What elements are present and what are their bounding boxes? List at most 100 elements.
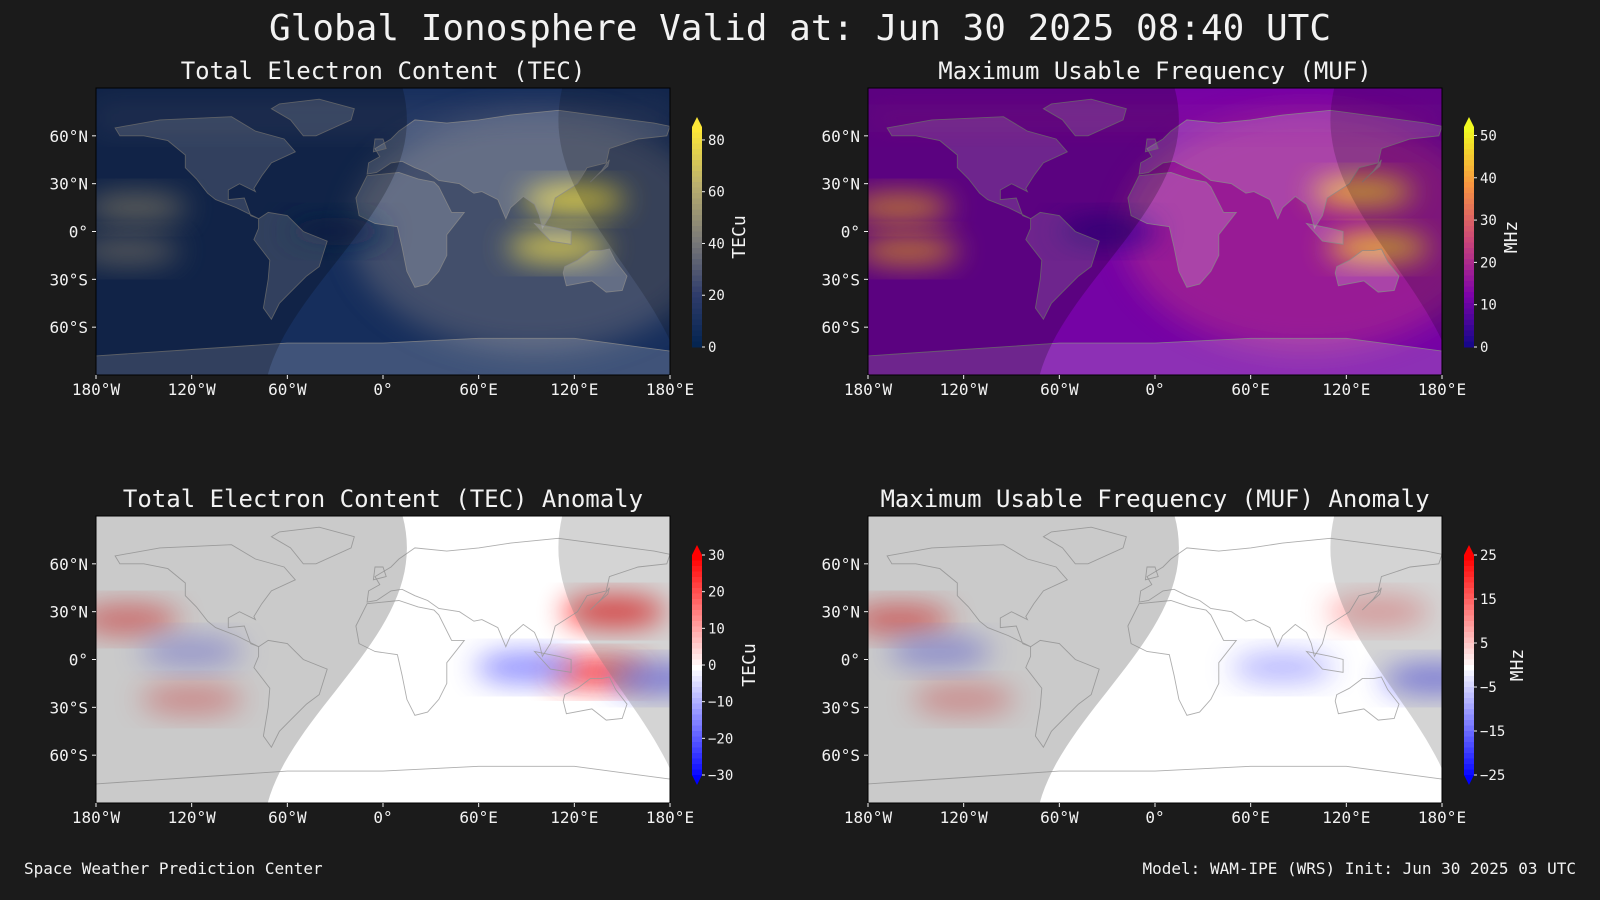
colorbar-segment xyxy=(692,132,702,139)
y-tick-label: 0° xyxy=(69,651,88,670)
colorbar-segment xyxy=(1464,720,1474,726)
y-tick-label: 30°N xyxy=(821,175,860,194)
colorbar-segment xyxy=(1464,330,1474,337)
continent-outline xyxy=(562,248,628,293)
colorbar-segment xyxy=(1464,599,1474,605)
data-feature xyxy=(283,217,387,246)
colorbar-segment xyxy=(692,571,702,578)
colorbar-segment xyxy=(1464,286,1474,293)
continent-outline xyxy=(1305,222,1344,245)
x-tick-label: 120°W xyxy=(168,808,217,827)
colorbar-segment xyxy=(692,577,702,583)
colorbar-segment xyxy=(692,703,702,710)
colorbar-segment xyxy=(692,714,702,721)
chart-panel-3: Total Electron Content (TEC) Anomaly 180°… xyxy=(49,485,760,827)
colorbar-segment xyxy=(1464,571,1474,578)
colorbar: 0 10 20 30 40 50 MHz xyxy=(1464,117,1522,356)
colorbar-segment xyxy=(1464,132,1474,139)
colorbar-segment xyxy=(692,171,702,177)
colorbar: 0 20 40 60 80 TECu xyxy=(692,117,750,356)
data-feature xyxy=(868,236,960,265)
colorbar-segment xyxy=(1464,676,1474,682)
night-shade xyxy=(1330,88,1442,375)
colorbar-segment xyxy=(692,292,702,298)
colorbar-label: MHz xyxy=(1501,221,1522,254)
colorbar-tick-label: 50 xyxy=(1480,128,1497,144)
colorbar-segment xyxy=(692,325,702,331)
colorbar-segment xyxy=(1464,769,1474,776)
continent-outline xyxy=(1361,587,1382,611)
colorbar-segment xyxy=(692,648,702,655)
colorbar-segment xyxy=(1464,171,1474,177)
colorbar-tick-label: 0 xyxy=(708,340,716,356)
colorbar-segment xyxy=(1464,204,1474,210)
colorbar-tick-label: 5 xyxy=(1480,636,1488,652)
colorbar-tick-label: 30 xyxy=(1480,213,1497,229)
colorbar-segment xyxy=(1464,665,1474,671)
colorbar-tick-label: 10 xyxy=(1480,298,1497,314)
colorbar-segment xyxy=(1464,610,1474,616)
colorbar-segment xyxy=(1464,714,1474,721)
colorbar-segment xyxy=(1464,555,1474,561)
colorbar-segment xyxy=(1464,297,1474,304)
x-tick-label: 120°E xyxy=(550,380,598,399)
colorbar-segment xyxy=(1464,193,1474,199)
colorbar-segment xyxy=(692,626,702,633)
colorbar-segment xyxy=(1464,319,1474,326)
chart-panel-1: Total Electron Content (TEC) 180°W 120°W 60… xyxy=(49,57,750,399)
colorbar-segment xyxy=(1464,681,1474,688)
colorbar-segment xyxy=(692,220,702,227)
continent-outline xyxy=(366,537,670,658)
colorbar-segment xyxy=(692,297,702,304)
map-area xyxy=(96,516,670,803)
chart-title: Maximum Usable Frequency (MUF) Anomaly xyxy=(880,485,1429,513)
continent-outline xyxy=(114,544,297,648)
colorbar-segment xyxy=(692,138,702,144)
colorbar-tick-label: 60 xyxy=(708,185,725,201)
colorbar-segment xyxy=(692,275,702,282)
colorbar-segment xyxy=(1464,237,1474,243)
y-tick-label: 60°S xyxy=(821,746,860,765)
colorbar-segment xyxy=(1464,264,1474,271)
colorbar-segment xyxy=(692,160,702,166)
colorbar-segment xyxy=(1464,209,1474,216)
colorbar-segment xyxy=(692,303,702,309)
colorbar-tick-label: −30 xyxy=(708,768,733,784)
x-tick-label: 120°E xyxy=(1322,380,1370,399)
x-tick-label: 180°W xyxy=(844,808,893,827)
colorbar-segment xyxy=(692,643,702,649)
x-tick-label: 120°W xyxy=(940,808,989,827)
colorbar-segment xyxy=(692,248,702,254)
continent-outline xyxy=(355,600,466,716)
colorbar-segment xyxy=(692,330,702,337)
colorbar-segment xyxy=(1464,314,1474,320)
colorbar-segment xyxy=(1464,736,1474,743)
x-tick-label: 180°E xyxy=(646,380,694,399)
colorbar-segment xyxy=(692,193,702,199)
x-tick-label: 180°W xyxy=(844,380,893,399)
colorbar-tick-label: −10 xyxy=(708,695,733,711)
colorbar-segment xyxy=(692,127,702,133)
colorbar-segment xyxy=(692,253,702,260)
x-tick-label: 120°W xyxy=(940,380,989,399)
continent-outline xyxy=(1305,650,1344,673)
y-tick-label: 60°S xyxy=(49,746,88,765)
colorbar-segment xyxy=(692,698,702,704)
data-feature xyxy=(1055,217,1159,246)
chart-panel-2: Maximum Usable Frequency (MUF) 180°W 120°W… xyxy=(821,57,1522,399)
colorbar-segment xyxy=(1464,303,1474,309)
colorbar-segment xyxy=(1464,231,1474,238)
colorbar-segment xyxy=(1464,753,1474,759)
data-feature xyxy=(562,597,666,627)
map-area xyxy=(96,88,670,375)
x-tick-label: 0° xyxy=(373,380,392,399)
colorbar-segment xyxy=(1464,336,1474,342)
continent-outline xyxy=(96,765,670,803)
data-feature xyxy=(1326,597,1430,627)
colorbar-extend-max xyxy=(692,545,702,555)
colorbar-segment xyxy=(1464,615,1474,622)
colorbar-segment xyxy=(692,149,702,155)
footer-source: Space Weather Prediction Center xyxy=(24,859,323,878)
colorbar-segment xyxy=(692,604,702,611)
y-tick-label: 60°N xyxy=(49,555,88,574)
